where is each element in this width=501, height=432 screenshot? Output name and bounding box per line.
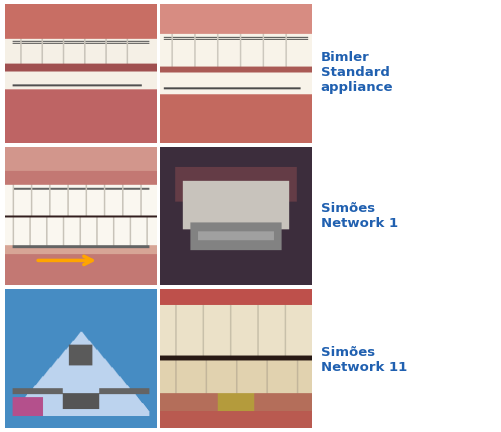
Text: Bimler
Standard
appliance: Bimler Standard appliance (321, 51, 393, 94)
Text: Simões
Network 11: Simões Network 11 (321, 346, 407, 374)
Text: Simões
Network 1: Simões Network 1 (321, 202, 398, 230)
